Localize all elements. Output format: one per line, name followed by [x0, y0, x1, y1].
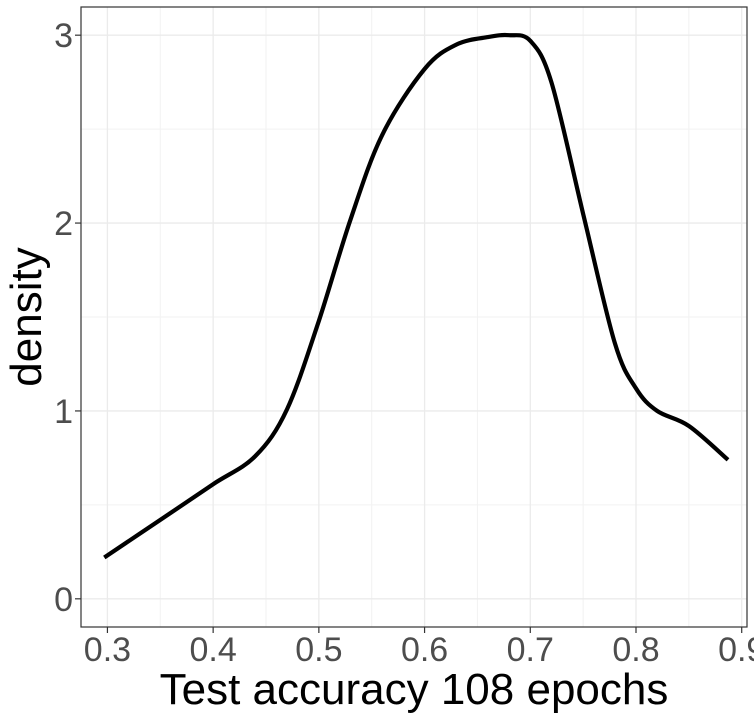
minor-gridlines	[81, 7, 747, 627]
x-tick-label: 0.6	[401, 631, 448, 669]
y-tick-label: 2	[54, 205, 73, 243]
density-curve	[103, 32, 730, 560]
y-tick-label: 1	[54, 393, 73, 431]
y-tick-label: 3	[54, 17, 73, 55]
x-axis-title: Test accuracy 108 epochs	[160, 665, 669, 714]
x-tick-label: 0.5	[295, 631, 342, 669]
y-axis-title: density	[2, 247, 51, 386]
major-gridlines	[81, 7, 747, 627]
x-tick-label: 0.8	[612, 631, 659, 669]
y-tick-label: 0	[54, 581, 73, 619]
x-tick-label: 0.9	[718, 631, 754, 669]
series-layer	[103, 32, 730, 560]
plot-panel-border	[80, 6, 748, 628]
x-tick-label: 0.4	[190, 631, 237, 669]
x-axis-ticks: 0.3 0.4 0.5 0.6 0.7 0.8 0.9	[84, 627, 754, 669]
x-tick-label: 0.3	[84, 631, 131, 669]
x-tick-label: 0.7	[507, 631, 554, 669]
y-axis-ticks: 0 1 2 3	[54, 17, 81, 619]
